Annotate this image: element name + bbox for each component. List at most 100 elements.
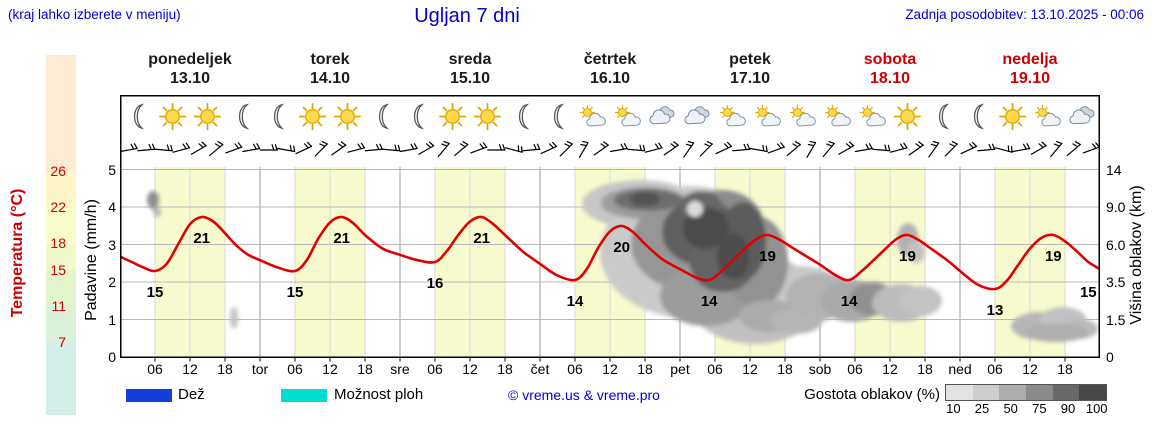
suncloud-icon (855, 97, 890, 135)
copyright-link[interactable]: © vreme.us & vreme.pro (508, 387, 660, 403)
x-tick-label: 06 (147, 361, 163, 377)
density-scale-segment (1026, 385, 1053, 400)
temperature-color-scale (46, 55, 76, 415)
svg-text:21: 21 (473, 230, 490, 247)
x-tick-label: 12 (882, 361, 898, 377)
sun-icon (890, 97, 925, 135)
temp-scale-segment (46, 342, 76, 415)
svg-text:16: 16 (427, 275, 444, 292)
density-tick-label: 50 (1003, 401, 1018, 416)
location-hint: (kraj lahko izberete v meniju) (8, 7, 181, 22)
day-header: nedelja 19.10 (960, 50, 1100, 88)
temp-scale-segment (46, 270, 76, 306)
svg-text:21: 21 (193, 230, 210, 247)
cloud-height-tick-label: 9.0 (1106, 199, 1126, 215)
x-tick-label: 06 (287, 361, 303, 377)
meteogram-chart: 15 21 15 21 16 21 14 20 14 19 14 19 13 19 15 (120, 95, 1100, 362)
density-tick-label: 90 (1060, 401, 1076, 416)
cloud-height-tick-label: 6.0 (1106, 236, 1126, 253)
svg-text:14: 14 (567, 293, 584, 310)
x-tick-label: 06 (707, 361, 723, 377)
last-update-timestamp: Zadnja posodobitev: 13.10.2025 - 00:06 (905, 7, 1144, 22)
moon-icon (225, 97, 260, 135)
x-tick-label: 18 (917, 361, 933, 377)
rain-legend-swatch (126, 389, 172, 402)
svg-text:15: 15 (1080, 284, 1097, 301)
temperature-tick-label: 7 (58, 334, 66, 350)
day-date: 17.10 (729, 70, 771, 87)
moon-icon (960, 97, 995, 135)
density-scale-segment (972, 385, 1000, 400)
rain-legend-label: Dež (178, 386, 205, 403)
svg-text:21: 21 (333, 230, 350, 247)
day-date: 14.10 (309, 70, 351, 87)
wind-barbs (120, 140, 1100, 158)
x-tick-label: 12 (742, 361, 758, 377)
x-tick-label: 18 (1057, 361, 1073, 377)
showers-legend-swatch (281, 389, 327, 402)
precip-tick-label: 0 (108, 349, 116, 365)
day-header: ponedeljek 13.10 (120, 50, 260, 88)
x-tick-label: 12 (1022, 361, 1038, 377)
clouds-icon (645, 97, 680, 135)
x-tick-label: 06 (987, 361, 1003, 377)
temperature-axis-label: Temperatura (°C) (9, 188, 26, 318)
temperature-tick-label: 22 (50, 199, 66, 215)
day-name: nedelja (1002, 51, 1058, 68)
cloud-density-scale (945, 384, 1107, 401)
temp-scale-segment (46, 172, 76, 208)
cloud-height-tick-label: 1.5 (1106, 311, 1126, 328)
x-tick-label: 18 (217, 361, 233, 377)
suncloud-icon (575, 97, 610, 135)
day-date: 19.10 (1009, 70, 1051, 87)
suncloud-icon (1030, 97, 1065, 135)
moon-icon (120, 97, 155, 135)
page-title: Ugljan 7 dni (414, 5, 520, 27)
x-tick-label: 12 (322, 361, 338, 377)
density-scale-segment (1079, 385, 1107, 400)
day-name: petek (729, 51, 771, 68)
temperature-tick-label: 11 (51, 298, 66, 314)
density-scale-segment (946, 385, 973, 400)
svg-text:19: 19 (899, 248, 916, 265)
svg-text:13: 13 (987, 302, 1004, 319)
day-abbrev-label: ned (948, 361, 972, 377)
moon-icon (260, 97, 295, 135)
day-name: sreda (448, 51, 492, 68)
suncloud-icon (750, 97, 785, 135)
svg-text:14: 14 (841, 293, 858, 310)
precip-tick-label: 1 (108, 311, 116, 328)
precip-tick-label: 5 (108, 161, 116, 178)
sun-icon (470, 97, 505, 135)
sun-icon (995, 97, 1030, 135)
svg-text:19: 19 (1045, 248, 1062, 265)
moon-icon (925, 97, 960, 135)
precipitation-axis-label: Padavine (mm/h) (83, 199, 100, 321)
temperature-curve (120, 215, 1100, 291)
day-header: sobota 18.10 (820, 50, 960, 88)
density-tick-label: 25 (974, 401, 990, 416)
sun-icon (330, 97, 365, 135)
cloud-density-label: Gostota oblakov (%) (804, 386, 940, 403)
clouds-icon (1065, 97, 1100, 135)
density-scale-segment (999, 385, 1027, 400)
x-tick-label: 12 (602, 361, 618, 377)
x-tick-label: 18 (497, 361, 513, 377)
temp-scale-segment (46, 208, 76, 244)
day-name: četrtek (583, 51, 637, 68)
sun-icon (435, 97, 470, 135)
cloud-height-tick-label: 0 (1106, 349, 1114, 365)
x-tick-label: 18 (777, 361, 793, 377)
svg-text:20: 20 (613, 239, 630, 256)
x-tick-label: 12 (182, 361, 198, 377)
sun-icon (155, 97, 190, 135)
density-tick-label: 100 (1085, 401, 1108, 416)
day-date: 18.10 (869, 70, 911, 87)
showers-legend-label: Možnost ploh (334, 386, 424, 403)
day-headers: ponedeljek 13.10 torek 14.10 sreda 15.10 četrt… (120, 50, 1100, 88)
x-tick-label: 06 (847, 361, 863, 377)
temp-scale-segment (46, 55, 76, 172)
weather-icon-row (120, 96, 1100, 136)
day-name: sobota (863, 51, 917, 68)
